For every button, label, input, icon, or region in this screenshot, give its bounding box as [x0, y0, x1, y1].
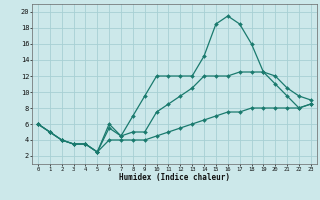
X-axis label: Humidex (Indice chaleur): Humidex (Indice chaleur) [119, 173, 230, 182]
